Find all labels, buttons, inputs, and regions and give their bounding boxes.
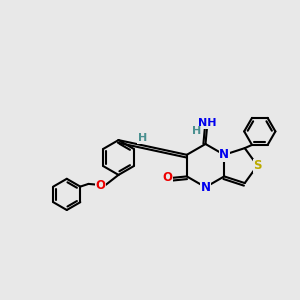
Text: N: N bbox=[219, 148, 229, 161]
Text: H: H bbox=[137, 134, 147, 143]
Text: S: S bbox=[253, 159, 262, 172]
Text: O: O bbox=[162, 171, 172, 184]
Text: O: O bbox=[95, 179, 106, 192]
Text: H: H bbox=[193, 126, 202, 136]
Text: NH: NH bbox=[198, 118, 216, 128]
Text: N: N bbox=[200, 181, 211, 194]
